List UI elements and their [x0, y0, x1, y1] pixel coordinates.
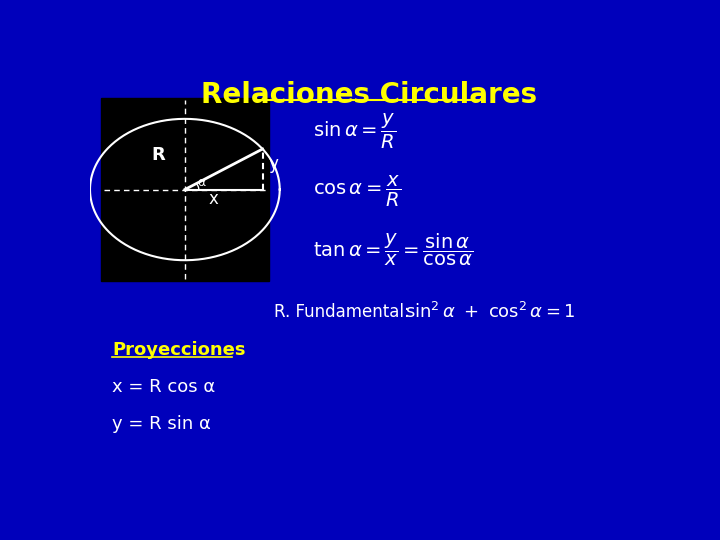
Text: α: α [197, 176, 205, 189]
Text: $\cos\alpha = \dfrac{x}{R}$: $\cos\alpha = \dfrac{x}{R}$ [313, 174, 402, 209]
Text: R. Fundamental:: R. Fundamental: [274, 303, 410, 321]
Text: y = R sin α: y = R sin α [112, 415, 211, 434]
Text: x: x [208, 190, 218, 208]
Text: R: R [151, 146, 165, 165]
Text: $\sin^2\alpha\ +\ \cos^2\alpha = 1$: $\sin^2\alpha\ +\ \cos^2\alpha = 1$ [405, 302, 576, 322]
Text: x = R cos α: x = R cos α [112, 378, 215, 396]
Text: $\tan\alpha = \dfrac{y}{x} = \dfrac{\sin\alpha}{\cos\alpha}$: $\tan\alpha = \dfrac{y}{x} = \dfrac{\sin… [313, 232, 474, 268]
Text: Relaciones Circulares: Relaciones Circulares [201, 82, 537, 110]
Bar [101, 98, 269, 281]
Text: Proyecciones: Proyecciones [112, 341, 246, 359]
Text: y: y [268, 156, 278, 173]
Text: $\sin\alpha = \dfrac{y}{R}$: $\sin\alpha = \dfrac{y}{R}$ [313, 112, 397, 151]
